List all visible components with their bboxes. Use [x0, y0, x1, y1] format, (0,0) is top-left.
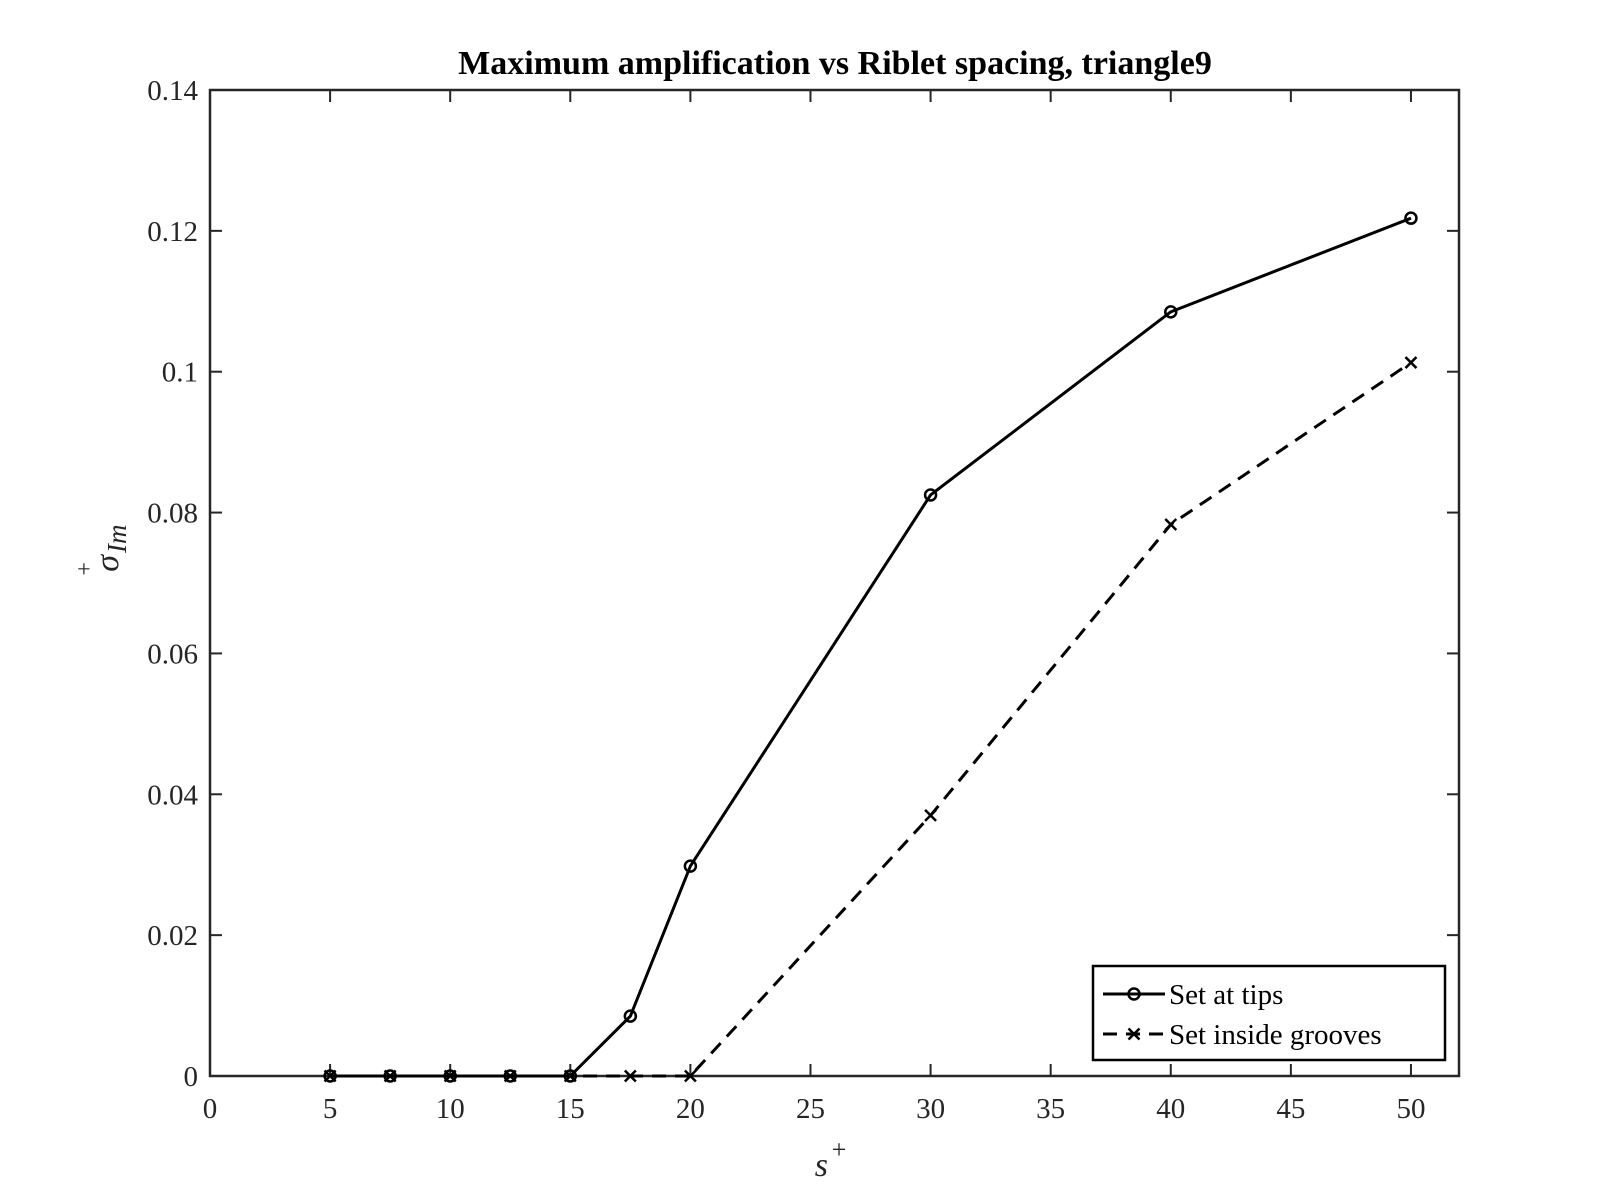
x-axis-label-sup: + — [830, 1135, 848, 1164]
x-tick-label: 20 — [676, 1093, 705, 1125]
x-tick-label: 25 — [796, 1093, 825, 1125]
y-tick-label: 0.06 — [147, 638, 198, 670]
chart-title: Maximum amplification vs Riblet spacing,… — [458, 45, 1212, 82]
data-point-set-inside-grooves — [623, 1069, 637, 1083]
x-tick-label: 30 — [916, 1093, 945, 1125]
x-tick-label: 35 — [1036, 1093, 1065, 1125]
legend-box — [1091, 964, 1447, 1062]
legend: Set at tips Set inside grooves — [1091, 964, 1447, 1062]
y-tick-label: 0.12 — [147, 216, 198, 248]
data-point-set-at-tips — [923, 488, 938, 502]
data-point-set-at-tips — [383, 1069, 397, 1083]
plot-area: 0 5 10 15 20 25 30 35 40 45 50 0 0.02 0.04 0.06 0.08 0.1… — [147, 75, 1461, 1125]
y-tick-label: 0 — [184, 1061, 199, 1093]
y-tick-label: 0.1 — [162, 357, 198, 389]
x-axis-label-base: s — [815, 1147, 828, 1184]
y-tick-label: 0.02 — [147, 920, 198, 952]
x-tick-label: 0 — [203, 1093, 218, 1125]
x-tick-label: 40 — [1156, 1093, 1185, 1125]
series-line-set-at-tips — [330, 216, 1412, 1078]
data-point-set-at-tips — [443, 1069, 457, 1083]
data-point-set-at-tips — [683, 859, 698, 873]
x-tick-label: 10 — [436, 1093, 465, 1125]
x-tick-label: 5 — [323, 1093, 338, 1125]
legend-marker-set-at-tips — [1127, 987, 1141, 1001]
data-point-set-at-tips — [623, 1009, 638, 1023]
legend-marker-set-inside-grooves — [1127, 1027, 1141, 1041]
data-point-set-inside-grooves — [924, 809, 937, 822]
data-point-set-inside-grooves — [1404, 356, 1418, 369]
data-point-set-inside-grooves — [1164, 518, 1178, 531]
y-tick-label: 0.04 — [147, 779, 198, 811]
axes-box — [208, 88, 1461, 1078]
series-line-set-inside-grooves — [330, 361, 1412, 1078]
x-tick-label: 15 — [556, 1093, 585, 1125]
data-point-set-at-tips — [503, 1069, 517, 1083]
y-axis-label-sub: Im — [102, 525, 132, 555]
y-tick-label: 0.14 — [147, 75, 198, 107]
legend-label-set-inside-grooves: Set inside grooves — [1169, 1019, 1382, 1051]
y-axis-label-base: σ — [89, 554, 126, 572]
data-point-set-at-tips — [1404, 211, 1418, 225]
legend-label-set-at-tips: Set at tips — [1169, 979, 1283, 1011]
data-point-set-at-tips — [1164, 305, 1178, 319]
y-tick-label: 0.08 — [147, 498, 198, 530]
y-axis-label: σ + Im — [72, 525, 132, 578]
data-point-set-at-tips — [323, 1069, 337, 1083]
data-point-set-inside-grooves — [684, 1069, 697, 1083]
y-axis-label-sup: + — [72, 561, 98, 577]
data-point-set-at-tips — [563, 1069, 578, 1083]
x-axis-label: s + — [815, 1135, 848, 1184]
x-tick-label: 45 — [1276, 1093, 1305, 1125]
x-tick-label: 50 — [1396, 1093, 1425, 1125]
